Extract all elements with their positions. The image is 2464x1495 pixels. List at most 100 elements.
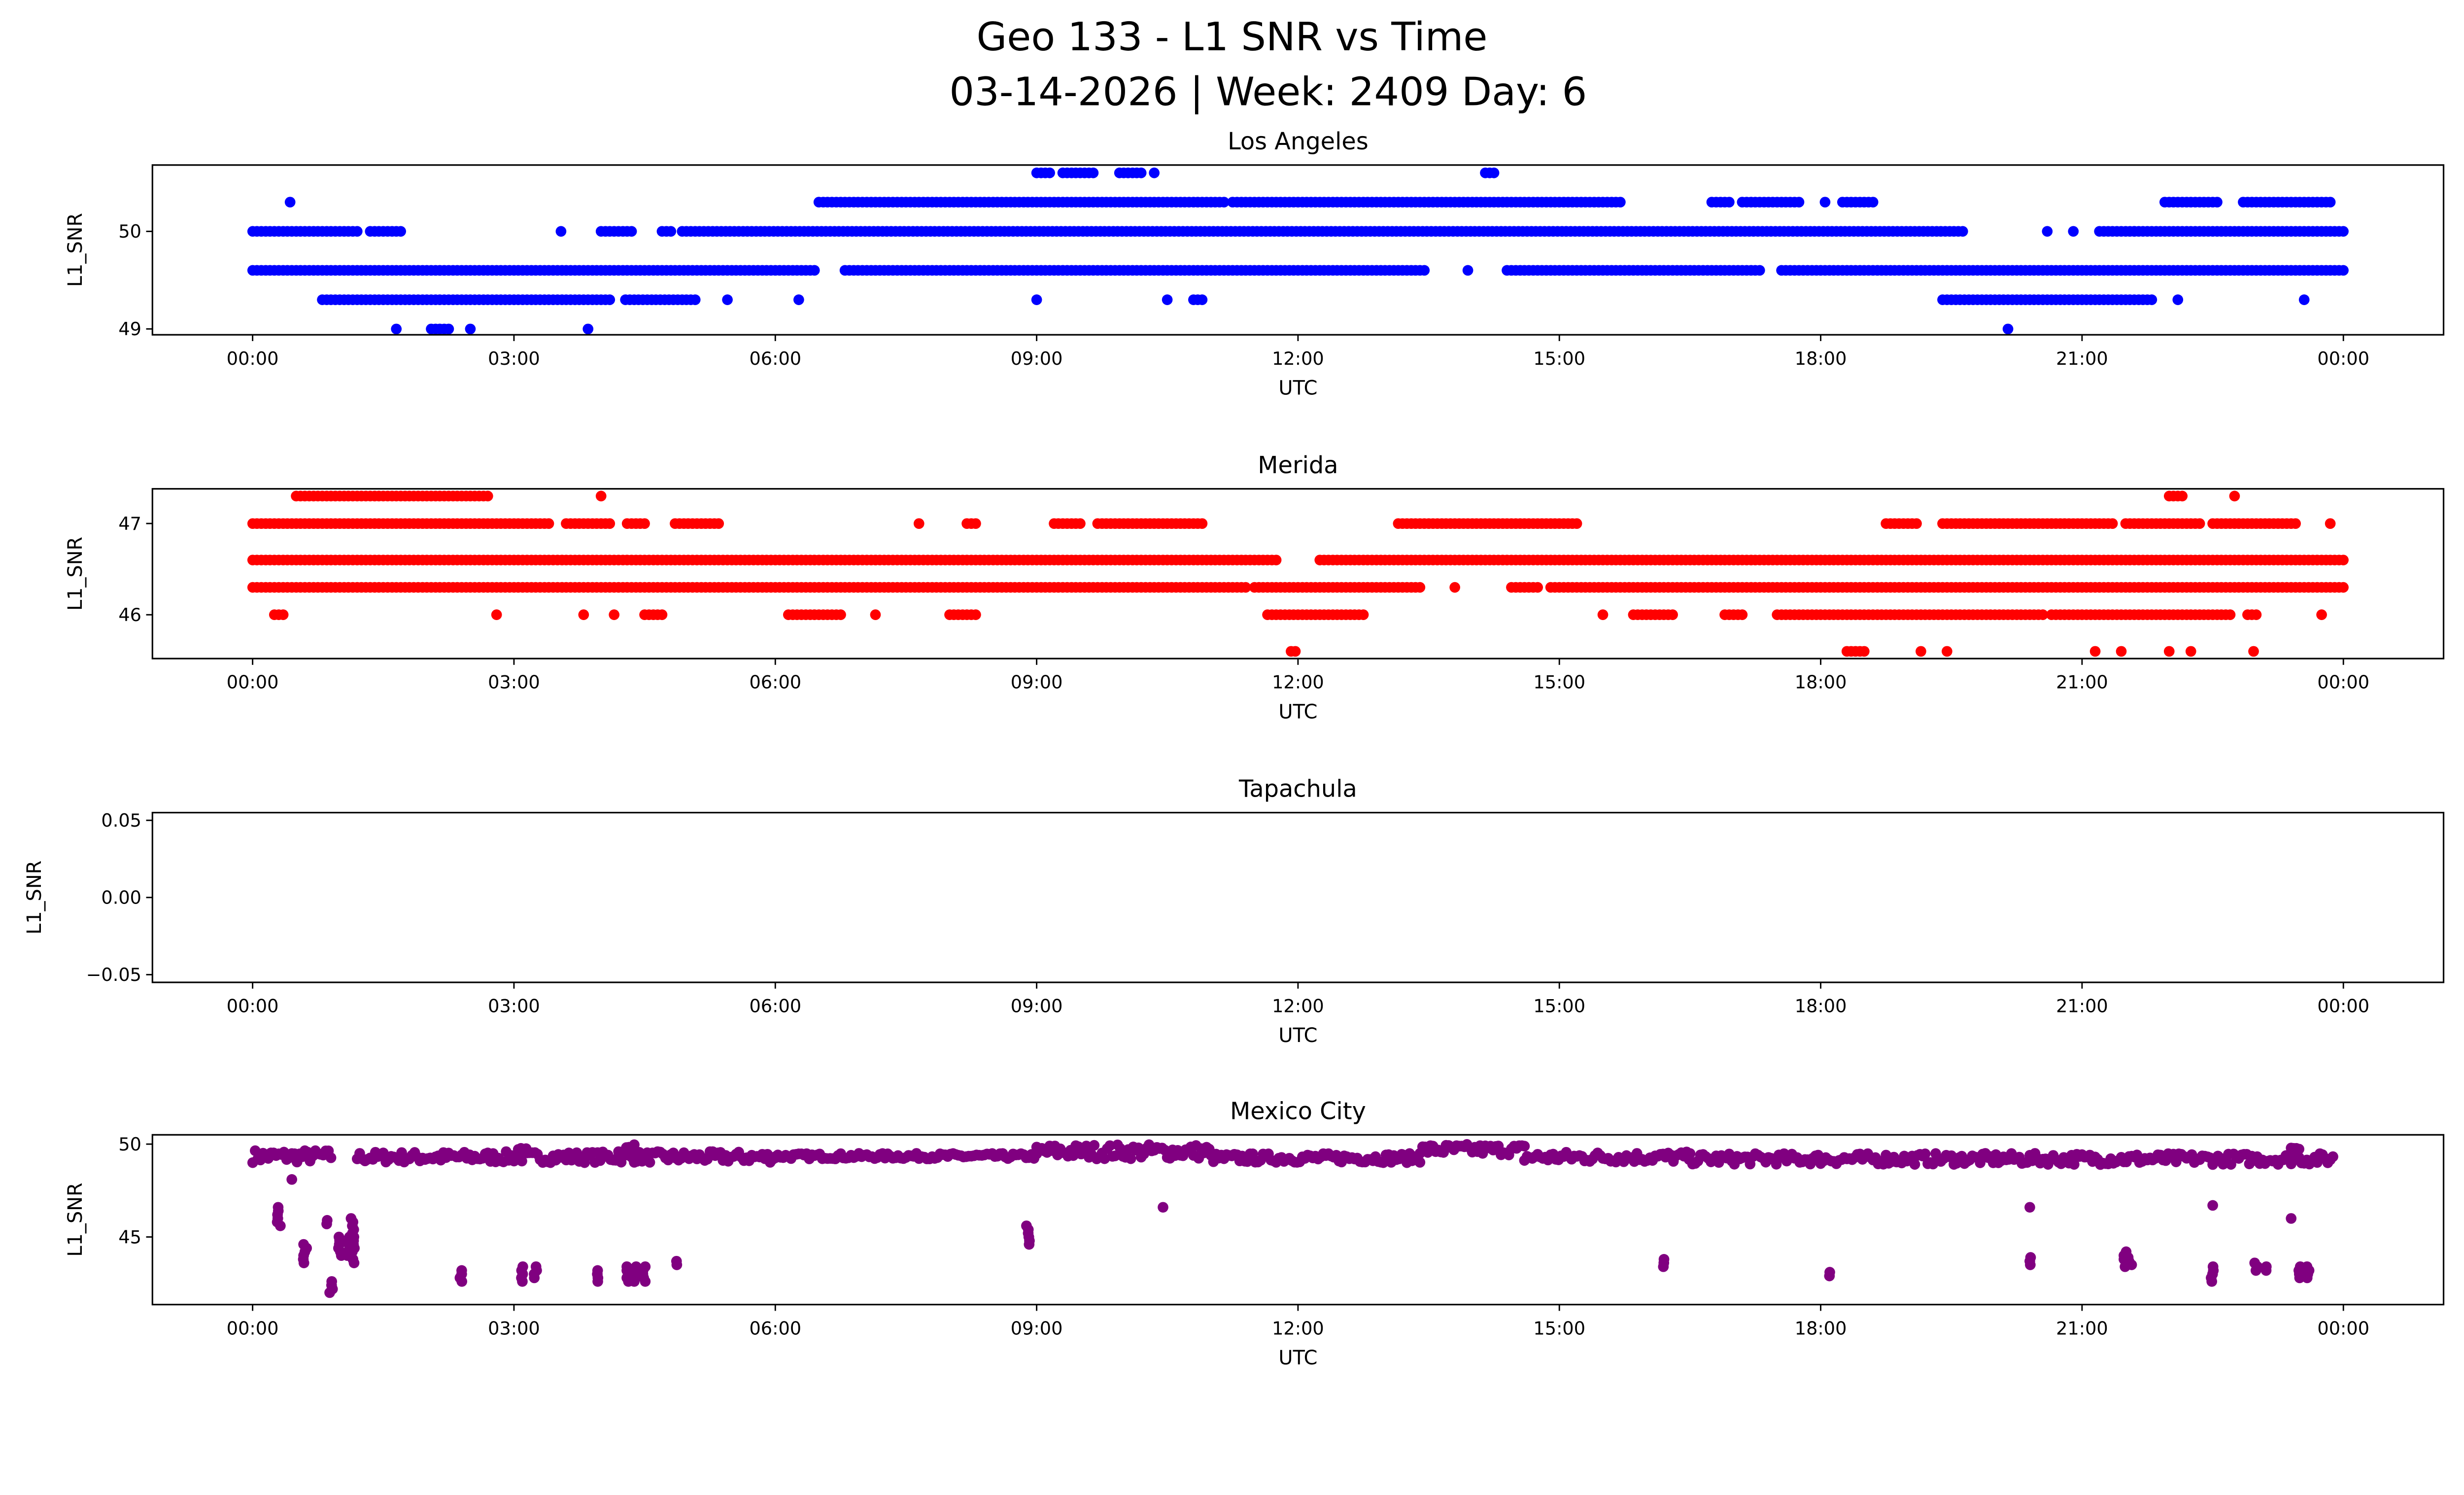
data-point: [2163, 646, 2175, 657]
data-point: [2338, 582, 2349, 593]
y-tick-label: 50: [118, 221, 141, 242]
data-point: [284, 197, 296, 208]
data-point: [604, 294, 616, 305]
x-axis-label: UTC: [1278, 1024, 1317, 1047]
x-tick-label: 18:00: [1795, 1318, 1847, 1339]
y-tick-label: 50: [118, 1134, 141, 1155]
data-point: [395, 226, 406, 237]
data-point: [1149, 167, 1160, 178]
data-point: [1942, 646, 1952, 657]
data-point: [2290, 518, 2301, 529]
data-point: [1088, 167, 1099, 178]
data-point: [870, 609, 881, 620]
data-point: [1571, 518, 1582, 529]
x-tick-label: 12:00: [1272, 348, 1324, 369]
data-point: [2251, 609, 2262, 620]
data-point: [722, 294, 733, 305]
data-point: [644, 1157, 655, 1168]
x-tick-label: 00:00: [2317, 1318, 2369, 1339]
x-tick-label: 18:00: [1795, 348, 1847, 369]
data-point: [1290, 646, 1301, 657]
data-point: [2037, 609, 2049, 620]
panel-mexico-city: Mexico City 00:00 03:00 06:00 09:00 12:00 15:0…: [64, 1098, 2445, 1369]
data-point: [2301, 1261, 2313, 1272]
x-tick-label: 15:00: [1533, 348, 1585, 369]
data-point: [1532, 582, 1543, 593]
panel-title: Tapachula: [1238, 776, 1357, 803]
data-point: [604, 518, 616, 529]
x-tick-label: 09:00: [1011, 996, 1063, 1017]
x-tick-label: 21:00: [2056, 672, 2108, 693]
x-tick-label: 00:00: [227, 1318, 279, 1339]
x-tick-label: 00:00: [227, 996, 279, 1017]
x-tick-label: 18:00: [1795, 996, 1847, 1017]
data-point: [809, 265, 820, 276]
data-point: [1125, 1153, 1136, 1164]
x-tick-label: 06:00: [749, 348, 801, 369]
plot-frame: [151, 811, 2445, 983]
data-point: [1819, 197, 1831, 208]
data-point: [970, 609, 981, 620]
data-point: [1658, 1253, 1670, 1265]
plot-frame: [151, 164, 2445, 336]
data-point: [555, 226, 567, 237]
data-point: [1081, 1141, 1092, 1151]
data-point: [443, 323, 454, 335]
panel-merida: Merida 00:00 03:00 06:00 09:00 12:00 15:00 18:0…: [64, 452, 2445, 723]
x-tick-label: 15:00: [1533, 996, 1585, 1017]
data-point: [1793, 197, 1805, 208]
data-point: [2107, 518, 2118, 529]
data-point: [592, 1265, 603, 1276]
data-point: [286, 1174, 298, 1185]
data-point: [634, 1147, 645, 1158]
panel-title: Los Angeles: [1228, 128, 1369, 155]
data-point: [2194, 518, 2205, 529]
data-point: [1858, 646, 1870, 657]
data-point: [640, 1261, 651, 1272]
data-point: [2293, 1144, 2305, 1155]
data-point: [2248, 646, 2259, 657]
data-point: [1021, 1220, 1032, 1231]
data-point: [2185, 646, 2196, 657]
data-point: [1916, 646, 1926, 657]
x-axis-label: UTC: [1278, 1347, 1317, 1369]
data-point: [2249, 1257, 2260, 1269]
data-point: [2116, 646, 2127, 657]
data-point: [1462, 265, 1473, 276]
data-point: [1419, 265, 1430, 276]
data-point: [713, 518, 724, 529]
data-point: [913, 518, 924, 529]
x-tick-label: 06:00: [749, 996, 801, 1017]
x-tick-label: 03:00: [488, 1318, 540, 1339]
data-point: [491, 609, 502, 620]
y-axis-label: L1_SNR: [64, 213, 87, 287]
data-point: [543, 518, 554, 529]
data-point: [1109, 1150, 1121, 1161]
data-point: [273, 1202, 284, 1213]
data-point: [2025, 1252, 2036, 1263]
data-point: [1218, 197, 1230, 208]
y-axis-label: L1_SNR: [64, 1182, 87, 1256]
data-point: [2069, 1159, 2080, 1170]
data-point: [639, 518, 650, 529]
data-point: [1162, 294, 1173, 305]
data-point: [835, 609, 846, 620]
y-tick-label: 0.05: [101, 810, 141, 831]
data-point: [1824, 1267, 1835, 1278]
data-point: [2325, 518, 2336, 529]
data-point: [1909, 1159, 1920, 1170]
data-point: [2122, 1252, 2134, 1263]
data-point: [2327, 1151, 2338, 1162]
data-point: [2316, 609, 2327, 620]
data-point: [351, 226, 363, 237]
data-point: [516, 1155, 527, 1167]
data-point: [671, 1255, 682, 1267]
y-tick-label: 0.00: [101, 887, 141, 908]
data-point: [2024, 1202, 2035, 1213]
panel-tapachula: Tapachula 00:00 03:00 06:00 09:00 12:00 15:00 1…: [23, 776, 2445, 1047]
data-point: [1240, 582, 1251, 593]
data-point: [1414, 582, 1426, 593]
x-tick-label: 18:00: [1795, 672, 1847, 693]
x-tick-label: 03:00: [488, 996, 540, 1017]
panel-title: Mexico City: [1230, 1098, 1366, 1125]
